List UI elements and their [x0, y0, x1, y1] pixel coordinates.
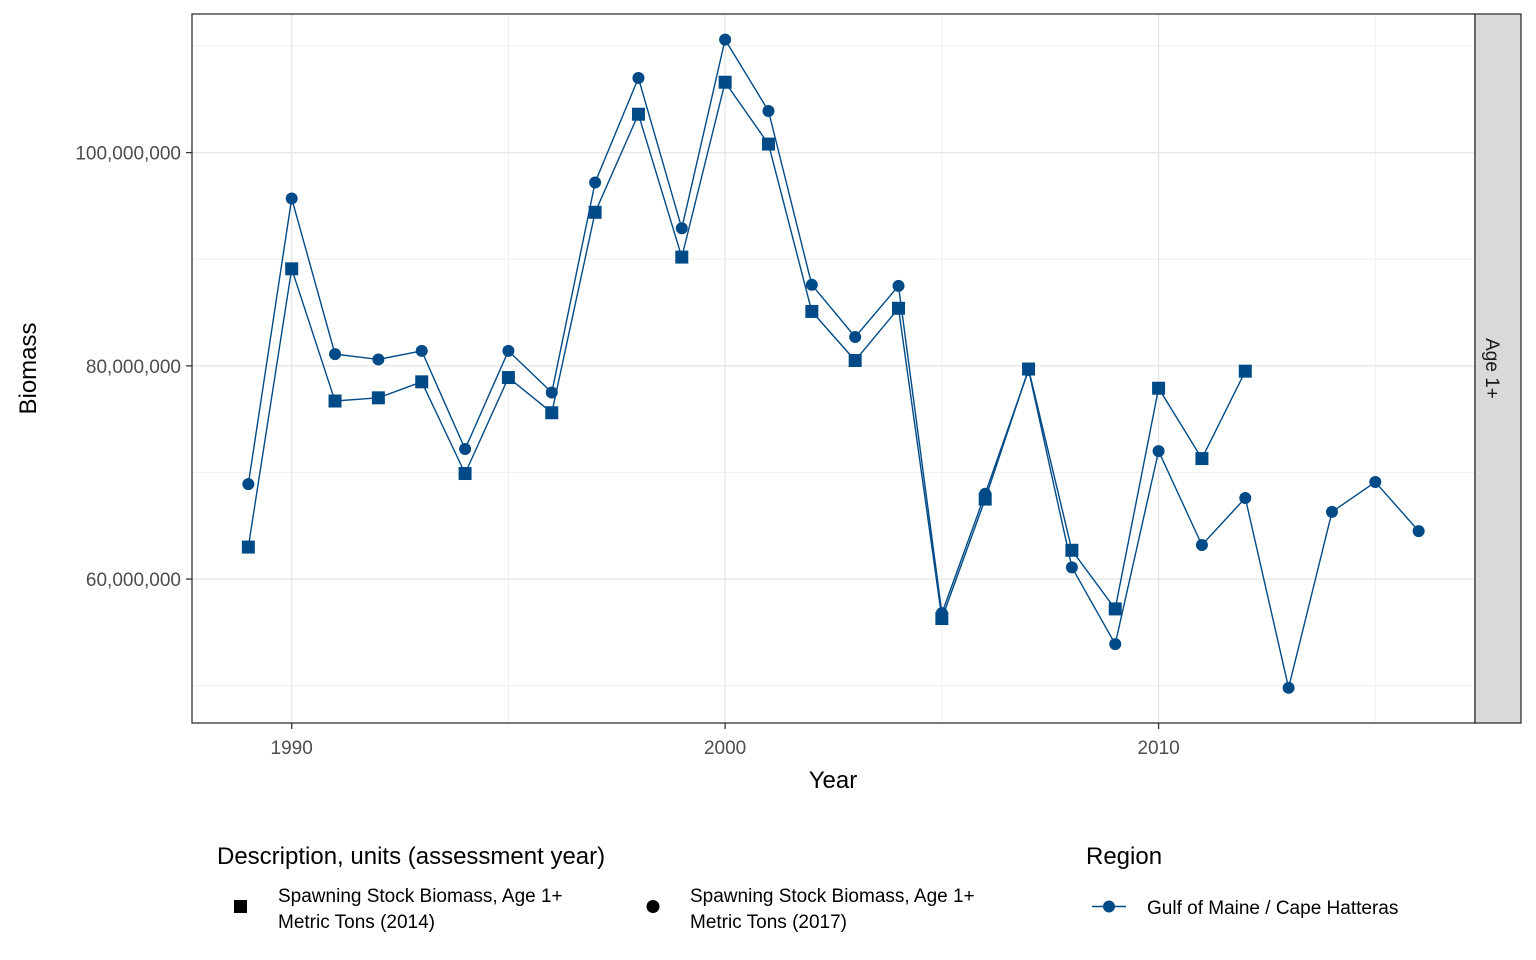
- data-point-square: [415, 375, 429, 389]
- legend-description: Description, units (assessment year) Spa…: [217, 843, 975, 933]
- data-point-circle: [892, 279, 905, 292]
- data-point-circle: [935, 607, 948, 620]
- data-point-circle: [719, 33, 732, 46]
- data-point-square: [241, 540, 255, 554]
- plot-panel: [192, 14, 1475, 723]
- data-point-circle: [632, 71, 645, 84]
- legend-description-title: Description, units (assessment year): [217, 843, 605, 870]
- data-point-circle: [675, 222, 688, 235]
- legend-item-2017-line2: Metric Tons (2017): [690, 912, 847, 933]
- facet-strip-label: Age 1+: [1481, 338, 1502, 399]
- data-point-square: [631, 107, 645, 121]
- data-point-square: [1238, 364, 1252, 378]
- data-point-circle: [242, 478, 255, 491]
- y-tick-label: 100,000,000: [75, 144, 181, 165]
- data-point-circle: [1195, 538, 1208, 551]
- y-tick-label: 60,000,000: [86, 570, 181, 591]
- legend-item-2014-line1: Spawning Stock Biomass, Age 1+: [278, 886, 563, 907]
- data-point-circle: [979, 487, 992, 500]
- data-point-circle: [1239, 492, 1252, 505]
- y-axis: 60,000,000 80,000,000 100,000,000: [75, 144, 192, 591]
- legend-region-marker: [1103, 900, 1115, 913]
- data-point-circle: [1369, 476, 1382, 489]
- legend-item-2017-line1: Spawning Stock Biomass, Age 1+: [690, 886, 975, 907]
- y-axis-title: Biomass: [15, 322, 42, 414]
- data-point-square: [1195, 452, 1209, 466]
- x-axis: 1990 2000 2010: [271, 723, 1180, 759]
- x-tick-label: 2010: [1137, 738, 1179, 759]
- data-point-circle: [502, 344, 515, 357]
- data-point-square: [588, 205, 602, 219]
- data-point-square: [1108, 602, 1122, 616]
- data-point-circle: [1325, 505, 1338, 518]
- series-line-circle: [247, 37, 1420, 688]
- data-point-circle: [762, 105, 775, 118]
- legend-region: Region Gulf of Maine / Cape Hatteras: [1086, 843, 1398, 919]
- x-tick-label: 2000: [704, 738, 746, 759]
- data-point-circle: [1065, 561, 1078, 574]
- data-point-circle: [849, 331, 862, 344]
- data-point-square: [1065, 543, 1079, 557]
- data-point-circle: [459, 442, 472, 455]
- data-point-square: [892, 301, 906, 315]
- data-point-circle: [1109, 638, 1122, 651]
- data-point-square: [371, 391, 385, 405]
- series-line-square: [247, 80, 1246, 619]
- major-gridlines: [192, 14, 1475, 723]
- data-point-circle: [545, 386, 558, 399]
- data-point-square: [1152, 381, 1166, 395]
- data-point-square: [848, 354, 862, 368]
- series-layer: [241, 33, 1425, 694]
- data-point-circle: [805, 278, 818, 291]
- data-point-circle: [329, 348, 342, 361]
- data-point-square: [761, 137, 775, 151]
- y-tick-label: 80,000,000: [86, 357, 181, 378]
- data-point-circle: [372, 353, 385, 366]
- x-axis-title: Year: [809, 767, 858, 794]
- data-point-circle: [589, 176, 602, 189]
- legend-square-marker: [234, 900, 247, 913]
- legend-circle-marker: [646, 900, 660, 913]
- legend-item-2014-line2: Metric Tons (2014): [278, 912, 435, 933]
- data-point-circle: [415, 344, 428, 357]
- legend-region-title: Region: [1086, 843, 1162, 870]
- data-point-square: [458, 467, 472, 481]
- facet-strip: [1474, 13, 1522, 724]
- data-point-circle: [1022, 364, 1035, 377]
- data-point-square: [675, 250, 689, 264]
- data-point-circle: [285, 192, 298, 205]
- minor-gridlines: [192, 14, 1475, 723]
- data-point-circle: [1152, 445, 1165, 458]
- data-point-square: [718, 75, 732, 89]
- data-point-circle: [1282, 681, 1295, 694]
- data-point-square: [805, 304, 819, 318]
- data-point-circle: [1412, 525, 1425, 538]
- legend-region-label: Gulf of Maine / Cape Hatteras: [1147, 898, 1398, 919]
- data-point-square: [285, 262, 299, 276]
- data-point-square: [545, 406, 559, 420]
- data-point-square: [328, 394, 342, 408]
- data-point-square: [501, 371, 515, 385]
- x-tick-label: 1990: [271, 738, 313, 759]
